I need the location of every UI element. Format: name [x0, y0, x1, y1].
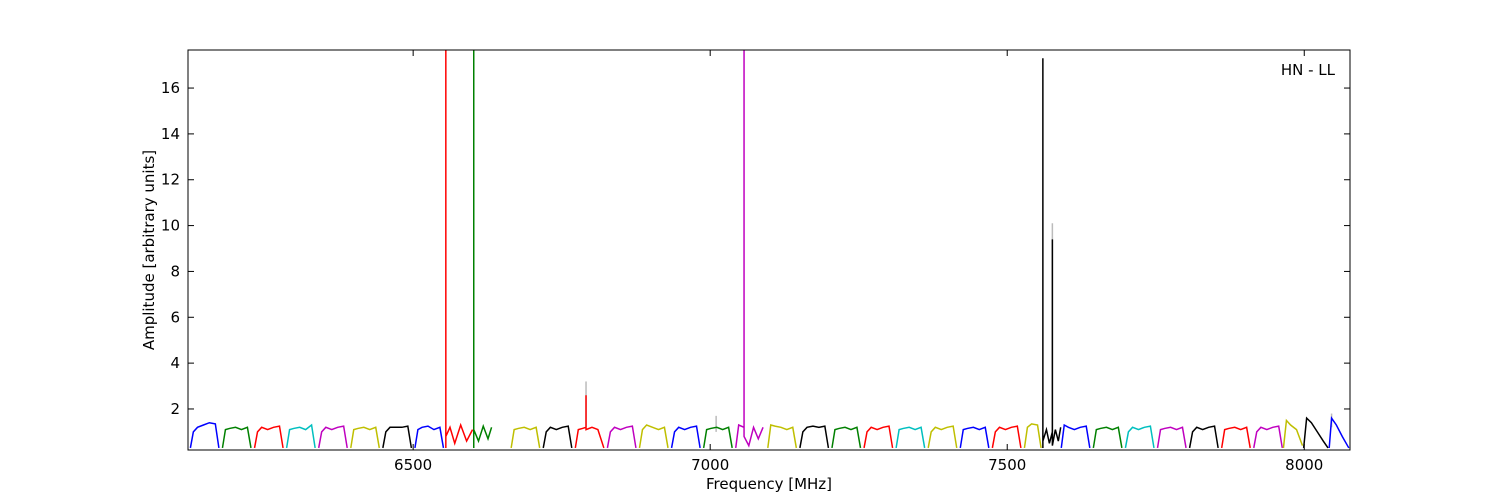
- series-line: [799, 425, 830, 449]
- series-line: [1124, 425, 1155, 449]
- series-line: [414, 425, 445, 449]
- series-line: [1042, 58, 1062, 448]
- series-line: [1060, 423, 1091, 449]
- y-tick-label: 10: [161, 217, 180, 235]
- series-line: [189, 421, 220, 449]
- series-line: [1328, 415, 1350, 449]
- series-line: [574, 395, 605, 449]
- series-line: [702, 426, 733, 449]
- y-tick-label: 16: [161, 79, 180, 97]
- x-tick-label: 6500: [394, 456, 432, 474]
- series-line: [959, 426, 990, 449]
- series-line: [1282, 418, 1304, 449]
- plot-lines: [189, 50, 1350, 449]
- series-line: [285, 423, 316, 449]
- y-axis-label: Amplitude [arbitrary units]: [140, 150, 158, 350]
- y-tick-label: 4: [170, 354, 180, 372]
- series-line: [1188, 425, 1219, 449]
- series-line: [1156, 426, 1187, 449]
- series-line: [510, 426, 541, 449]
- x-axis-label: Frequency [MHz]: [706, 475, 832, 493]
- series-line: [253, 425, 284, 449]
- series-line: [317, 425, 348, 449]
- y-tick-label: 14: [161, 125, 180, 143]
- x-tick-label: 7000: [691, 456, 729, 474]
- y-tick-label: 2: [170, 400, 180, 418]
- series-line: [1253, 425, 1284, 449]
- series-line: [542, 425, 573, 449]
- series-line: [1092, 426, 1123, 449]
- series-line: [473, 50, 493, 448]
- x-tick-label: 7500: [988, 456, 1026, 474]
- series-line: [382, 425, 413, 449]
- y-tick-label: 12: [161, 171, 180, 189]
- annotation: HN - LL: [1281, 61, 1336, 79]
- series-line: [927, 425, 958, 449]
- series-line: [670, 425, 701, 449]
- series-line: [445, 50, 474, 448]
- x-tick-label: 8000: [1285, 456, 1323, 474]
- series-line: [895, 426, 926, 449]
- series-line: [767, 424, 798, 449]
- series-line: [1023, 423, 1042, 449]
- plot-frame: [187, 49, 1351, 451]
- series-line: [831, 426, 862, 449]
- series-line: [1302, 416, 1329, 449]
- series-line: [221, 426, 252, 449]
- series-line: [1220, 426, 1251, 449]
- series-line: [863, 425, 894, 449]
- y-tick-label: 8: [170, 262, 180, 280]
- series-line: [606, 425, 637, 449]
- series-line: [991, 425, 1022, 449]
- y-tick-label: 6: [170, 308, 180, 326]
- series-line: [350, 426, 381, 449]
- series-line: [734, 50, 764, 449]
- series-line: [638, 424, 669, 449]
